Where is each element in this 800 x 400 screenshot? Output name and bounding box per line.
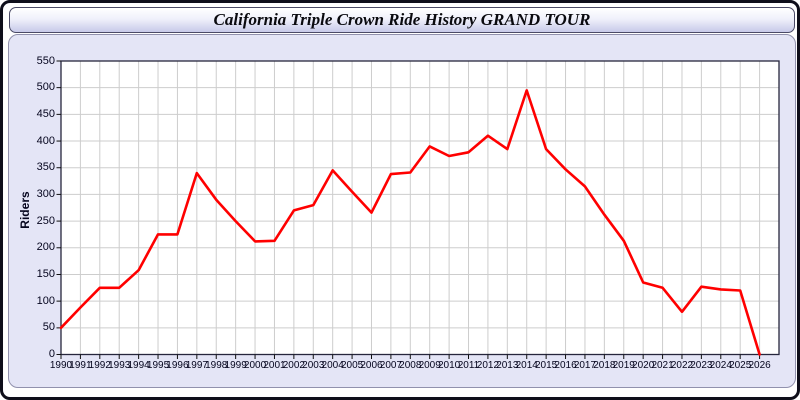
y-tick-label: 150 [36,267,55,280]
x-tick-label: 2002 [282,359,305,371]
x-tick-label: 2009 [418,359,441,371]
x-tick-label: 1997 [185,359,208,371]
x-tick-label: 1990 [49,359,73,371]
x-tick-label: 1998 [205,359,228,371]
y-tick-label: 550 [36,54,55,67]
y-tick-label: 350 [36,161,55,174]
x-tick-label: 2019 [612,359,635,371]
x-tick-label: 2005 [340,359,364,371]
x-tick-label: 1994 [127,359,150,371]
x-tick-label: 2001 [263,359,286,371]
x-tick-label: 2018 [593,359,616,371]
y-tick-label: 100 [36,294,55,307]
x-tick-label: 2008 [399,359,422,371]
x-tick-label: 2012 [476,359,500,371]
x-tick-label: 2020 [632,359,655,371]
x-tick-label: 1993 [108,359,131,371]
x-tick-label: 2010 [437,359,461,371]
x-tick-label: 2013 [496,359,519,371]
y-tick-label: 200 [36,241,55,254]
y-tick-label: 400 [36,134,55,147]
x-tick-label: 1999 [224,359,247,371]
x-tick-label: 2015 [535,359,558,371]
chart-panel: Riders 0 50 100 150 200 250 300 350 400 450 500 550… [8,34,796,388]
y-tick-label: 300 [36,187,55,200]
plot-border [60,60,780,356]
x-tick-label: 2025 [729,359,752,371]
x-tick-label: 2016 [554,359,577,371]
x-tick-label: 2023 [690,359,713,371]
x-tick-label: 1991 [69,359,92,371]
y-tick-label: 250 [36,214,55,227]
page-title: California Triple Crown Ride History GRA… [213,10,591,29]
x-tick-label: 2003 [302,359,325,371]
x-tick-label: 2026 [748,359,771,371]
x-tick-label: 2017 [573,359,597,371]
x-tick-label: 2006 [360,359,383,371]
x-tick-label: 2014 [515,359,538,371]
x-tick-label: 1996 [166,359,189,371]
x-tick-label: 1995 [146,359,170,371]
y-tick-label: 50 [42,321,55,334]
line-chart-svg [56,60,780,359]
title-bar: California Triple Crown Ride History GRA… [9,7,795,33]
x-tick-label: 2021 [651,359,674,371]
x-tick-label: 2004 [321,359,344,371]
y-tick-label: 450 [36,107,55,120]
plot-area [61,61,779,355]
x-tick-label: 2000 [243,359,267,371]
x-tick-label: 2011 [457,359,480,371]
x-tick-label: 2022 [670,359,694,371]
y-tick-label: 0 [48,348,55,360]
x-tick-label: 2007 [379,359,403,371]
riders-data-line [59,89,761,356]
y-tick-label: 500 [36,81,55,94]
x-tick-label: 2024 [709,359,732,371]
x-tick-label: 1992 [88,359,111,371]
